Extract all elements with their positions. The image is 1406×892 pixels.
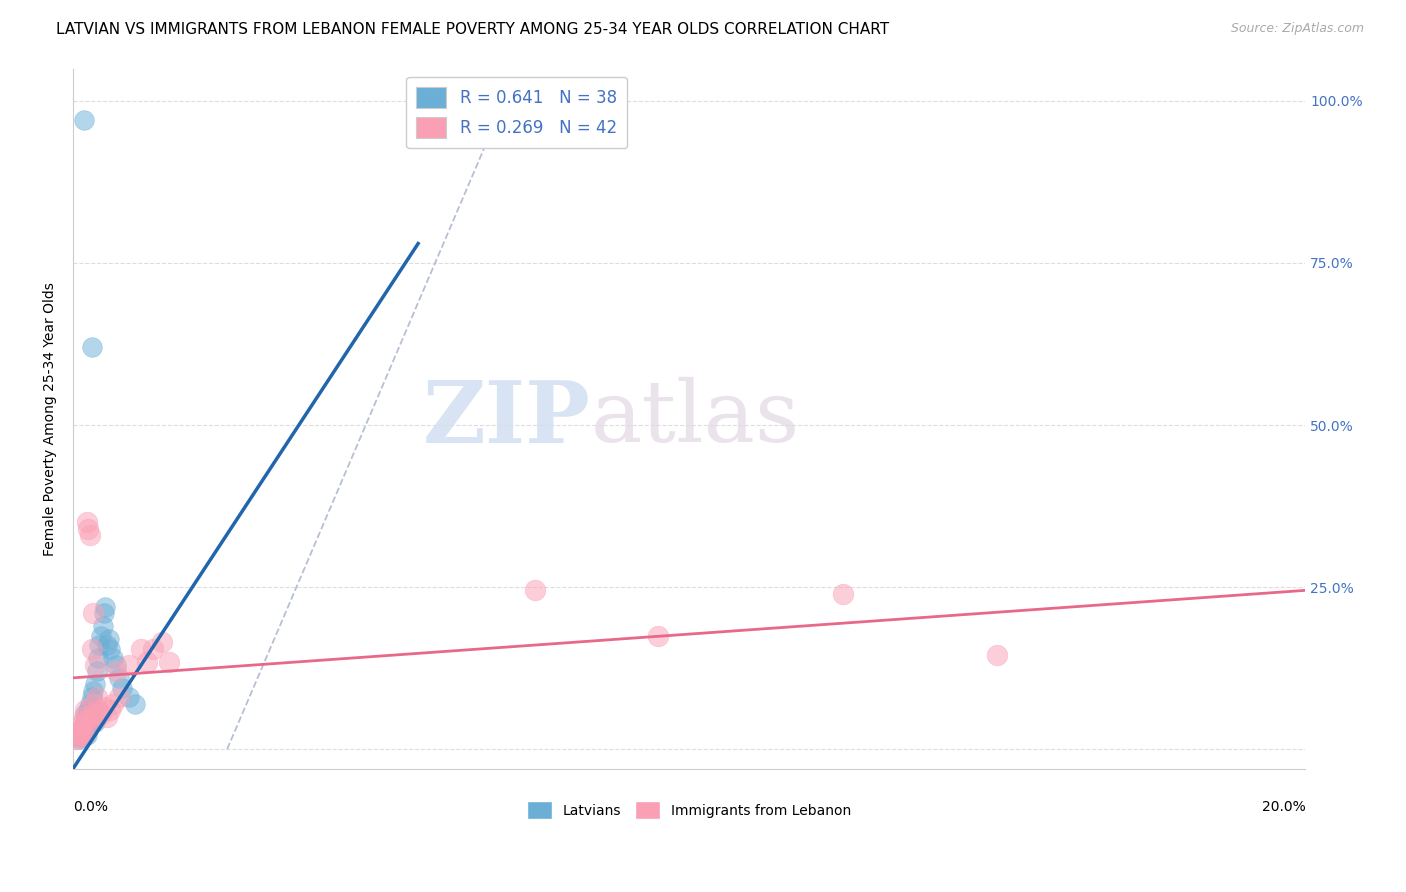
Point <box>94 599 117 614</box>
Point <box>524 583 547 598</box>
Point <box>117 690 139 705</box>
Point <box>77 703 100 717</box>
Point <box>111 681 134 695</box>
Point <box>76 710 98 724</box>
Point <box>80 706 103 721</box>
Point <box>79 711 101 725</box>
Text: Source: ZipAtlas.com: Source: ZipAtlas.com <box>1230 22 1364 36</box>
Point <box>72 731 94 745</box>
Text: ZIP: ZIP <box>423 376 591 460</box>
Text: 0.0%: 0.0% <box>73 799 108 814</box>
Point <box>73 710 96 724</box>
Point <box>91 619 114 633</box>
Point <box>86 665 108 679</box>
Point <box>79 697 101 711</box>
Point <box>87 651 110 665</box>
Point <box>79 714 101 729</box>
Point <box>117 657 139 672</box>
Point <box>82 606 104 620</box>
Point <box>83 677 105 691</box>
Point <box>72 724 94 739</box>
Point <box>77 522 100 536</box>
Point <box>75 714 97 729</box>
Point <box>93 700 115 714</box>
Point <box>69 728 91 742</box>
Point <box>77 722 100 736</box>
Point <box>98 703 121 717</box>
Point <box>66 729 89 743</box>
Point <box>90 706 112 721</box>
Point <box>75 706 97 721</box>
Point <box>67 732 90 747</box>
Point <box>83 657 105 672</box>
Point <box>67 726 90 740</box>
Point <box>142 641 165 656</box>
Point <box>73 113 96 128</box>
Point <box>77 722 100 736</box>
Point <box>157 655 180 669</box>
Point <box>80 690 103 705</box>
Point <box>152 635 174 649</box>
Point <box>67 731 90 745</box>
Point <box>90 629 112 643</box>
Point <box>79 528 101 542</box>
Point <box>93 606 115 620</box>
Y-axis label: Female Poverty Among 25-34 Year Olds: Female Poverty Among 25-34 Year Olds <box>44 282 58 556</box>
Point <box>108 671 131 685</box>
Point <box>80 641 103 656</box>
Point <box>80 706 103 721</box>
Point <box>76 516 98 530</box>
Point <box>986 648 1008 662</box>
Point <box>72 716 94 731</box>
Point <box>69 723 91 737</box>
Text: atlas: atlas <box>591 377 800 460</box>
Point <box>65 732 87 747</box>
Point <box>75 717 97 731</box>
Point <box>87 703 110 717</box>
Point <box>73 719 96 733</box>
Text: LATVIAN VS IMMIGRANTS FROM LEBANON FEMALE POVERTY AMONG 25-34 YEAR OLDS CORRELAT: LATVIAN VS IMMIGRANTS FROM LEBANON FEMAL… <box>56 22 890 37</box>
Point <box>96 639 118 653</box>
Point <box>83 714 105 729</box>
Point <box>75 703 97 717</box>
Point <box>73 716 96 731</box>
Point <box>97 632 120 646</box>
Point <box>98 641 121 656</box>
Point <box>72 723 94 737</box>
Point <box>80 340 103 354</box>
Point <box>101 697 124 711</box>
Point <box>108 690 131 705</box>
Text: 20.0%: 20.0% <box>1261 799 1305 814</box>
Point <box>82 697 104 711</box>
Point <box>82 702 104 716</box>
Point <box>832 586 855 600</box>
Point <box>87 639 110 653</box>
Point <box>124 697 146 711</box>
Point <box>76 728 98 742</box>
Point <box>105 657 128 672</box>
Point <box>86 690 108 705</box>
Point <box>82 683 104 698</box>
Point <box>647 629 669 643</box>
Point <box>67 729 90 743</box>
Point <box>105 665 128 679</box>
Legend: Latvians, Immigrants from Lebanon: Latvians, Immigrants from Lebanon <box>522 796 858 825</box>
Point <box>136 655 159 669</box>
Point <box>129 641 152 656</box>
Point <box>69 726 91 740</box>
Point <box>96 710 118 724</box>
Point <box>101 651 124 665</box>
Point <box>76 713 98 727</box>
